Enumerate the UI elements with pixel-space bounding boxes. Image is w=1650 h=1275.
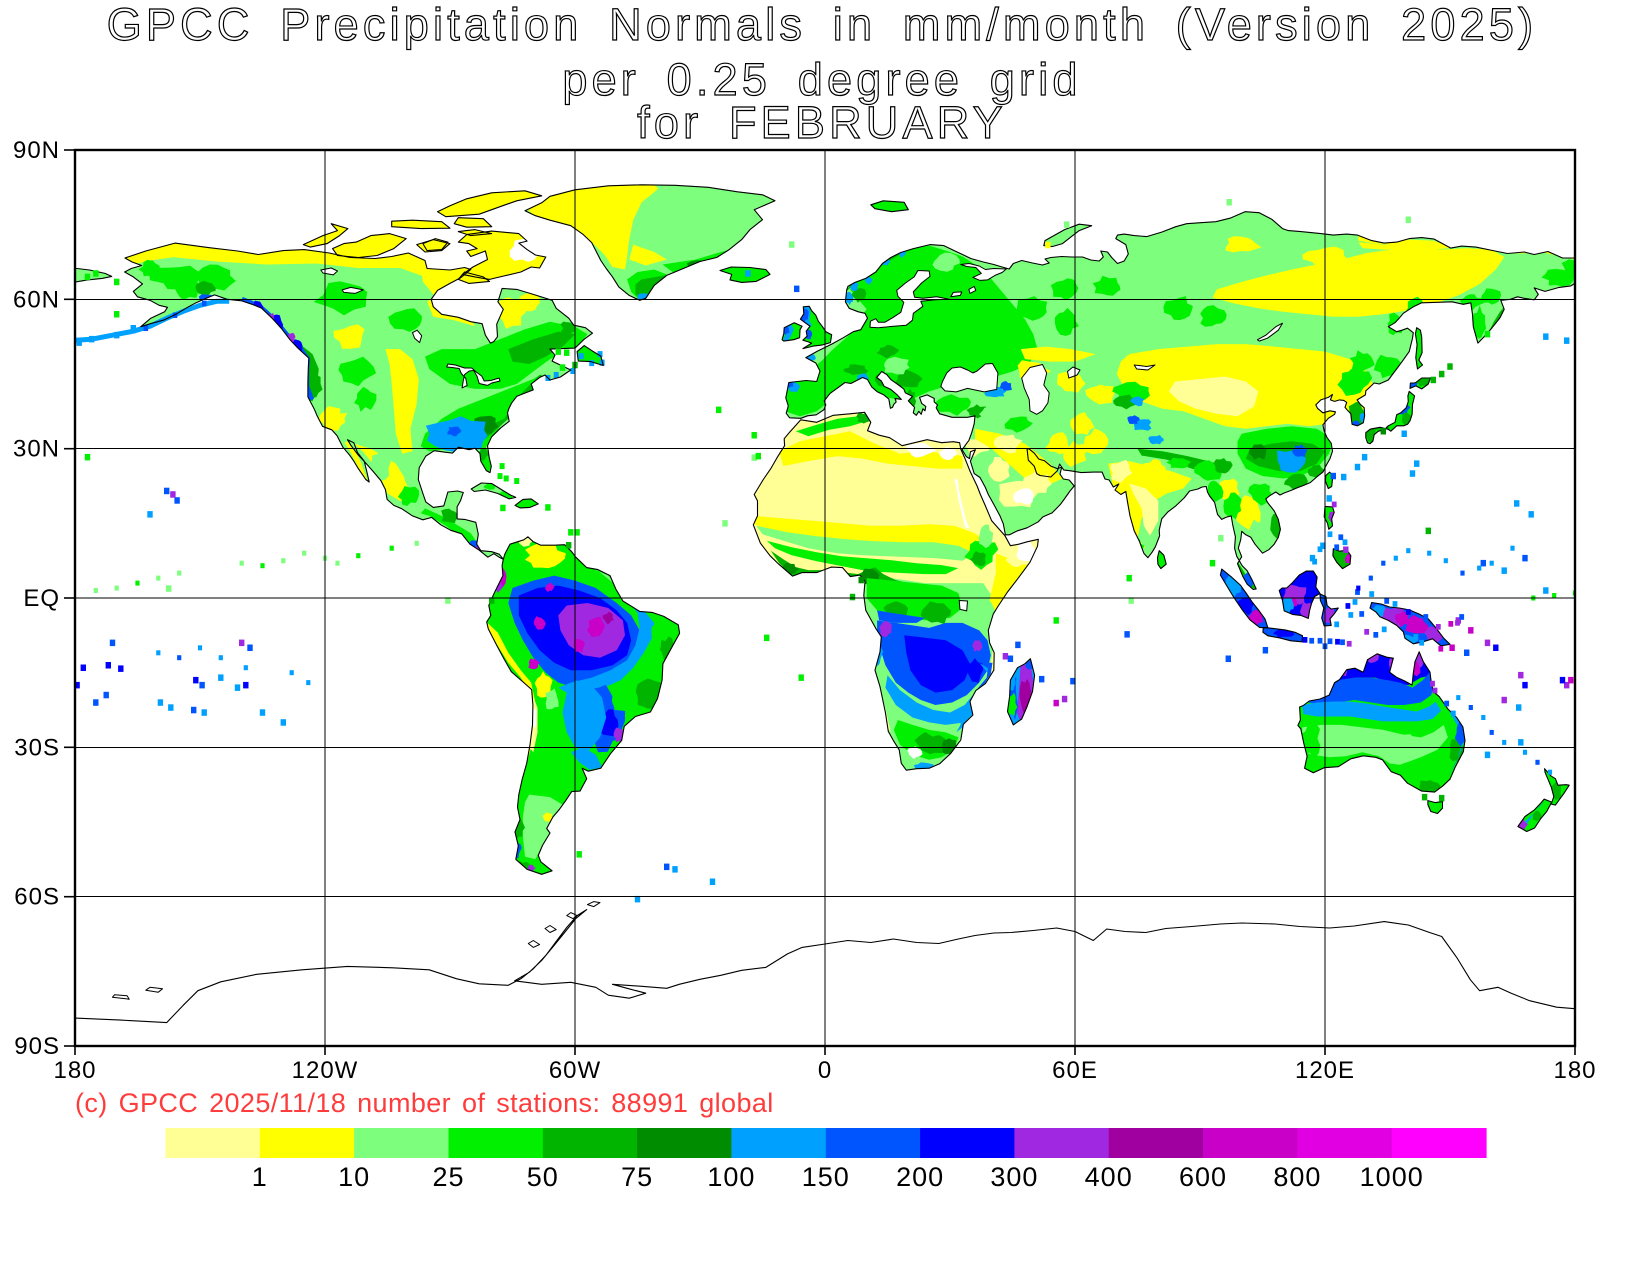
svg-text:120W: 120W [292,1057,359,1084]
svg-text:EQ: EQ [23,585,60,612]
svg-text:1000: 1000 [1360,1162,1424,1192]
svg-text:GPCC Precipitation Normals in: GPCC Precipitation Normals in mm/month (… [107,0,1538,50]
svg-text:for FEBRUARY: for FEBRUARY [637,97,1007,148]
svg-text:60N: 60N [13,286,60,313]
svg-text:0: 0 [818,1057,832,1084]
svg-text:800: 800 [1273,1162,1321,1192]
svg-text:200: 200 [896,1162,944,1192]
svg-text:600: 600 [1179,1162,1227,1192]
svg-text:30S: 30S [14,734,60,761]
svg-text:100: 100 [707,1162,755,1192]
svg-text:10: 10 [338,1162,370,1192]
svg-text:180: 180 [53,1057,96,1084]
svg-text:75: 75 [621,1162,653,1192]
svg-text:30N: 30N [13,436,60,463]
svg-text:180: 180 [1553,1057,1596,1084]
svg-text:90S: 90S [14,1033,60,1060]
svg-text:400: 400 [1085,1162,1133,1192]
svg-text:150: 150 [802,1162,850,1192]
svg-text:25: 25 [432,1162,464,1192]
svg-text:50: 50 [527,1162,559,1192]
svg-text:300: 300 [990,1162,1038,1192]
svg-text:60E: 60E [1052,1057,1098,1084]
svg-text:90N: 90N [13,137,60,164]
svg-text:60S: 60S [14,884,60,911]
svg-text:60W: 60W [549,1057,601,1084]
svg-text:120E: 120E [1295,1057,1355,1084]
svg-text:per 0.25 degree grid: per 0.25 degree grid [562,54,1081,105]
svg-text:1: 1 [252,1162,268,1192]
svg-text:(c) GPCC 2025/11/18 number of: (c) GPCC 2025/11/18 number of stations: … [75,1088,774,1118]
